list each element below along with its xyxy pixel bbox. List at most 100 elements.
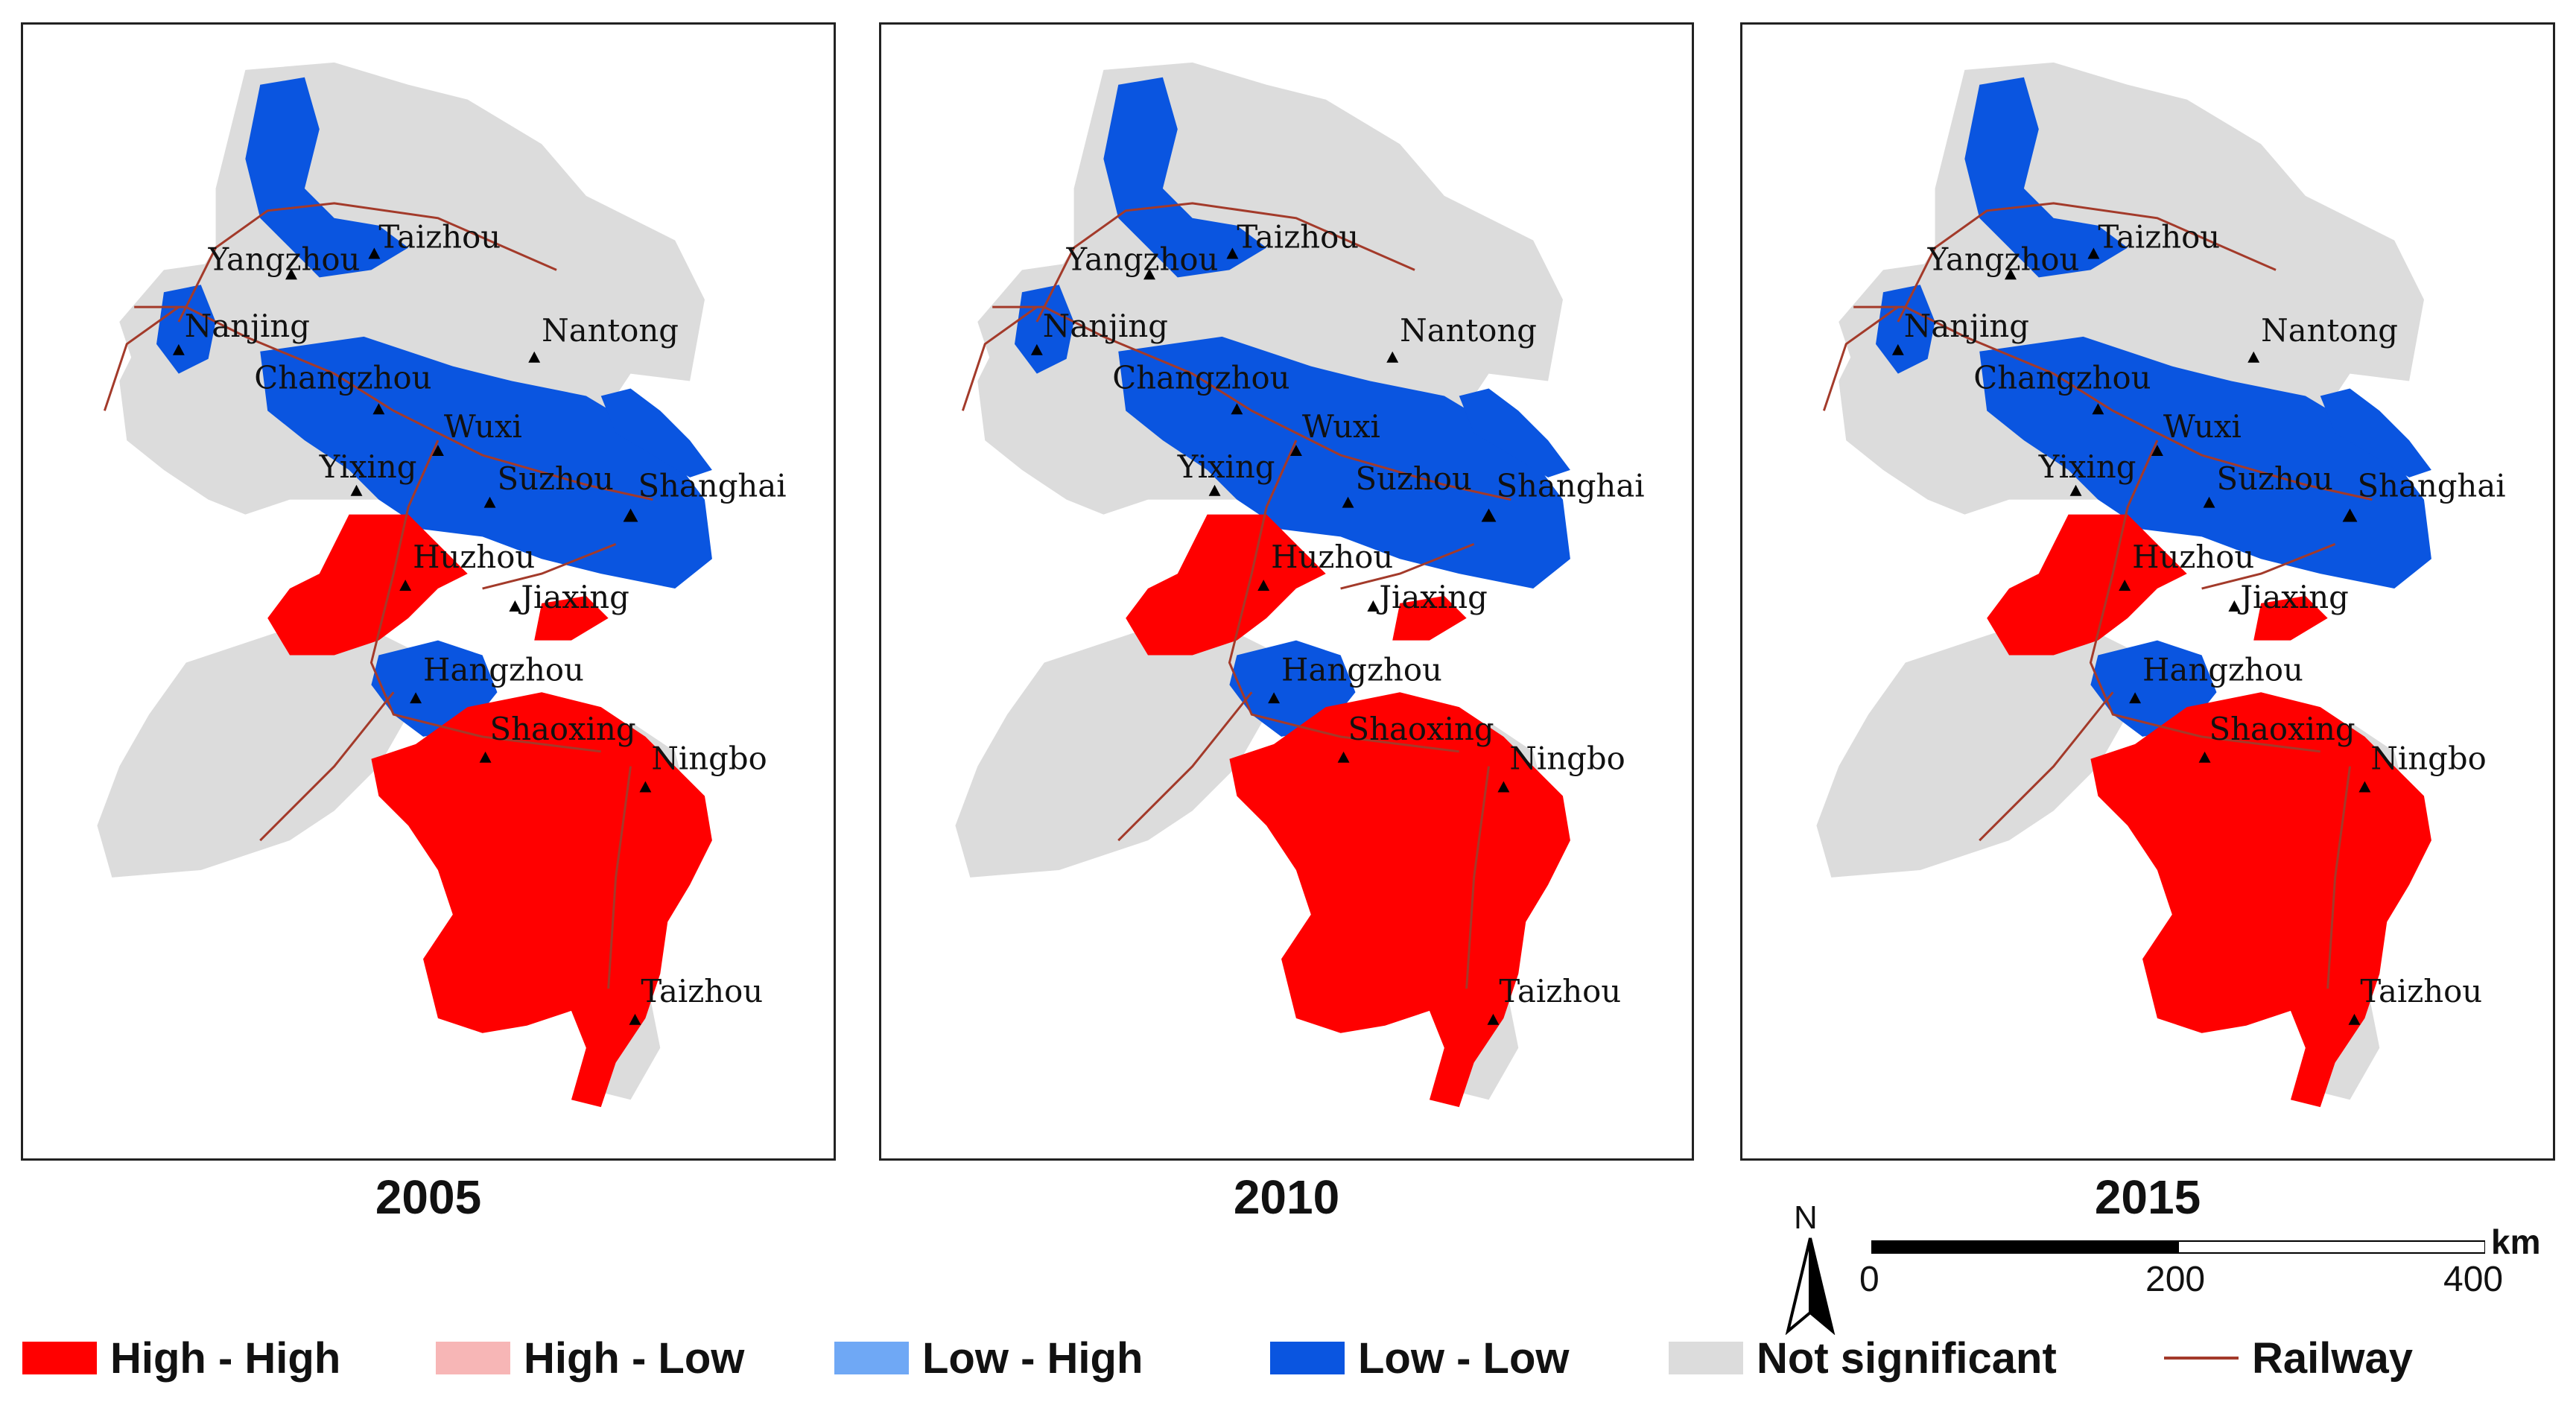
city-marker-nantong: Nantong <box>2247 312 2398 363</box>
city-marker-shanghai: Shanghai <box>1481 468 1645 522</box>
city-marker-yixing: Yixing <box>1177 448 1275 496</box>
high-low-swatch <box>436 1342 510 1374</box>
railways <box>1822 202 2373 989</box>
city-marker-shanghai: Shanghai <box>623 468 787 522</box>
not-significant-swatch <box>1669 1342 1743 1374</box>
city-marker-changzhou: Changzhou <box>254 360 432 415</box>
city-label: Jiaxing <box>2237 579 2349 615</box>
legend-label: Low - Low <box>1358 1333 1570 1383</box>
map-2010: Yangzhou Taizhou Nanjing Nantong Changzh… <box>955 62 1645 1108</box>
year-label-2005: 2005 <box>375 1170 482 1224</box>
city-marker-taizhou-north: Taizhou <box>368 219 501 259</box>
city-marker-taizhou-south: Taizhou <box>2348 973 2482 1025</box>
city-marker-jiaxing: Jiaxing <box>1367 579 1488 615</box>
legend-label: High - Low <box>524 1333 745 1383</box>
city-marker-taizhou-north: Taizhou <box>1226 219 1359 259</box>
city-marker-shanghai: Shanghai <box>2342 468 2506 522</box>
city-label: Wuxi <box>444 408 522 445</box>
city-marker-nantong: Nantong <box>528 312 679 363</box>
city-marker-taizhou-south: Taizhou <box>629 973 763 1025</box>
city-label: Shanghai <box>638 468 786 504</box>
scale-tick-200: 200 <box>2145 1260 2206 1299</box>
city-marker-ningbo: Ningbo <box>639 740 767 793</box>
jiaxing-high-high <box>534 595 609 641</box>
cities: Yangzhou Taizhou Nanjing Nantong Changzh… <box>1891 219 2506 1025</box>
city-label: Nantong <box>1400 312 1537 349</box>
city-label: Hangzhou <box>1281 651 1442 688</box>
city-label: Taizhou <box>1237 219 1359 256</box>
cities: Yangzhou Taizhou Nanjing Nantong Changzh… <box>1030 219 1645 1025</box>
city-marker-jiaxing: Jiaxing <box>2228 579 2349 615</box>
city-marker-yixing: Yixing <box>2038 448 2136 496</box>
southwest-region <box>97 632 424 878</box>
city-label: Jiaxing <box>1376 579 1488 615</box>
city-label: Changzhou <box>254 360 431 396</box>
city-label: Huzhou <box>1271 539 1393 575</box>
city-marker-shaoxing: Shaoxing <box>2198 711 2355 763</box>
city-marker-nantong: Nantong <box>1386 312 1537 363</box>
map-panel-2005: Yangzhou Taizhou Nanjing Nantong Changzh… <box>21 22 836 1161</box>
city-label: Taizhou <box>2098 219 2220 256</box>
city-marker-changzhou: Changzhou <box>1973 360 2151 415</box>
city-label: Ningbo <box>651 740 767 777</box>
city-label: Nantong <box>2261 312 2398 349</box>
railways <box>103 202 653 989</box>
railways <box>961 202 1511 989</box>
city-marker-huzhou: Huzhou <box>399 539 535 591</box>
city-label: Hangzhou <box>423 651 584 688</box>
legend-label: High - High <box>110 1333 341 1383</box>
legend-item-low-low: Low - Low <box>1270 1325 1570 1392</box>
city-label: Shanghai <box>1496 468 1644 504</box>
north-label: N <box>1794 1199 1818 1236</box>
city-label: Taizhou <box>641 973 763 1009</box>
scale-bar <box>1871 1240 2485 1254</box>
city-marker-ningbo: Ningbo <box>2358 740 2487 793</box>
huzhou-high-high <box>267 514 468 656</box>
estuary-low-low <box>600 388 712 478</box>
city-label: Huzhou <box>413 539 535 575</box>
city-marker-suzhou: Suzhou <box>483 460 614 508</box>
city-marker-nanjing: Nanjing <box>1891 308 2029 355</box>
legend-item-low-high: Low - High <box>834 1325 1143 1392</box>
city-label: Shaoxing <box>2209 711 2355 747</box>
city-marker-yangzhou: Yangzhou <box>1066 241 1219 280</box>
city-label: Shaoxing <box>1348 711 1494 747</box>
scale-unit: km <box>2491 1222 2541 1261</box>
city-label: Yangzhou <box>1066 241 1219 277</box>
north-arrow-icon <box>1785 1237 1836 1335</box>
shanghai-low-low <box>260 336 712 589</box>
city-label: Taizhou <box>2360 973 2482 1009</box>
city-marker-yangzhou: Yangzhou <box>208 241 360 280</box>
cities: Yangzhou Taizhou Nanjing Nantong Changzh… <box>172 219 787 1025</box>
city-marker-yixing: Yixing <box>319 448 417 496</box>
city-marker-taizhou-north: Taizhou <box>2087 219 2220 259</box>
city-label: Changzhou <box>1973 360 2151 396</box>
city-marker-taizhou-south: Taizhou <box>1487 973 1621 1025</box>
city-label: Nanjing <box>185 308 310 344</box>
city-marker-yangzhou: Yangzhou <box>1927 241 2079 280</box>
city-label: Taizhou <box>378 219 501 256</box>
year-label-2010: 2010 <box>1233 1170 1340 1224</box>
city-marker-huzhou: Huzhou <box>2119 539 2254 591</box>
legend-label: Low - High <box>922 1333 1143 1383</box>
city-marker-jiaxing: Jiaxing <box>509 579 629 615</box>
city-label: Ningbo <box>1509 740 1625 777</box>
city-label: Suzhou <box>1355 460 1471 497</box>
map-2005: Yangzhou Taizhou Nanjing Nantong Changzh… <box>97 62 787 1108</box>
city-label: Suzhou <box>2216 460 2332 497</box>
legend-label: Not significant <box>1757 1333 2057 1383</box>
city-marker-shaoxing: Shaoxing <box>1337 711 1494 763</box>
city-marker-nanjing: Nanjing <box>1030 308 1168 355</box>
legend-item-railway: Railway <box>2164 1325 2413 1392</box>
year-label-2015: 2015 <box>2094 1170 2201 1224</box>
scale-tick-0: 0 <box>1859 1260 1879 1299</box>
city-label: Shanghai <box>2357 468 2505 504</box>
city-label: Huzhou <box>2132 539 2254 575</box>
city-marker-hangzhou: Hangzhou <box>2129 651 2303 704</box>
railway-line-icon <box>2164 1357 2239 1360</box>
city-marker-wuxi: Wuxi <box>1289 408 1380 457</box>
city-marker-wuxi: Wuxi <box>431 408 522 457</box>
city-label: Taizhou <box>1499 973 1621 1009</box>
low-high-swatch <box>834 1342 909 1374</box>
city-label: Changzhou <box>1112 360 1289 396</box>
